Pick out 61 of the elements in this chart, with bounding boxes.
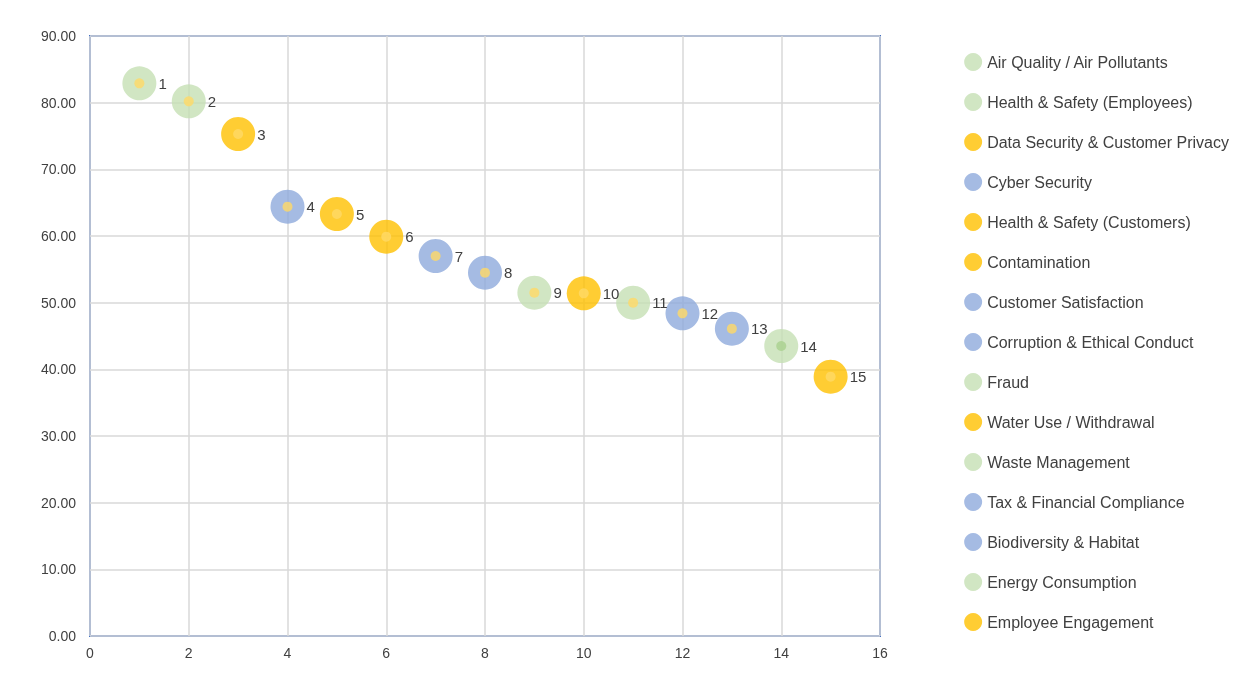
annotation: 12 <box>701 304 719 322</box>
x-tick-label: 0 <box>86 645 95 661</box>
annotation: 11 <box>652 294 668 312</box>
annotation: 10 <box>602 284 620 302</box>
annotation: 6 <box>405 228 414 246</box>
x-tick-label: 14 <box>773 645 790 661</box>
legend-label: Data Security & Customer Privacy <box>987 133 1230 151</box>
point <box>517 275 552 310</box>
legend-label: Contamination <box>987 253 1091 271</box>
y-tick-label: 80.00 <box>40 94 77 111</box>
annotation: 8 <box>504 264 513 282</box>
x-tick-label: 12 <box>674 645 691 661</box>
legend-label: Water Use / Withdrawal <box>987 413 1155 431</box>
annotation: 7 <box>454 247 463 265</box>
annotation: 9 <box>553 284 562 302</box>
x-tick-label: 6 <box>382 645 391 661</box>
y-tick-label: 10.00 <box>40 561 77 578</box>
legend-label: Air Quality / Air Pollutants <box>987 53 1168 71</box>
legend-label: Employee Engagement <box>987 613 1155 631</box>
legend-label: Cyber Security <box>987 173 1093 191</box>
point <box>813 359 848 394</box>
legend-label: Health & Safety (Employees) <box>987 93 1193 111</box>
x-tick-label: 10 <box>575 645 592 661</box>
point <box>665 296 700 331</box>
legend-label: Customer Satisfaction <box>987 293 1144 311</box>
y-tick-label: 90.00 <box>40 28 77 44</box>
y-tick-label: 60.00 <box>40 228 77 244</box>
y-tick-label: 40.00 <box>40 361 77 378</box>
legend-label: Corruption & Ethical Conduct <box>987 333 1195 351</box>
legend-label: Energy Consumption <box>987 573 1137 591</box>
annotation: 15 <box>849 368 867 386</box>
point <box>122 66 157 101</box>
y-tick-label: 70.00 <box>40 161 77 178</box>
y-tick-label: 50.00 <box>40 294 77 311</box>
x-tick-label: 2 <box>184 645 193 661</box>
legend-label: Waste Management <box>987 453 1131 471</box>
legend-label: Health & Safety (Customers) <box>987 213 1191 231</box>
y-tick-label: 0.00 <box>48 628 77 644</box>
annotation: 14 <box>800 337 817 355</box>
legend-label: Biodiversity & Habitat <box>987 533 1140 551</box>
y-tick-label: 20.00 <box>40 494 77 511</box>
point <box>468 255 502 290</box>
legend-label: Tax & Financial Compliance <box>987 493 1185 511</box>
y-tick-label: 30.00 <box>40 428 77 444</box>
legend-label: Fraud <box>987 373 1029 391</box>
point <box>418 239 453 273</box>
annotation: 3 <box>257 125 266 143</box>
point <box>566 276 601 311</box>
annotation: 5 <box>355 205 365 223</box>
point <box>319 197 354 231</box>
x-tick-label: 8 <box>481 645 490 661</box>
point <box>171 84 206 119</box>
annotation: 13 <box>750 320 768 338</box>
point <box>270 189 305 224</box>
point <box>369 219 404 254</box>
x-tick-label: 16 <box>872 645 888 661</box>
point <box>221 117 256 151</box>
x-tick-label: 4 <box>283 645 292 661</box>
annotation: 2 <box>207 92 217 110</box>
annotation: 1 <box>158 74 167 92</box>
annotation: 4 <box>306 198 315 216</box>
